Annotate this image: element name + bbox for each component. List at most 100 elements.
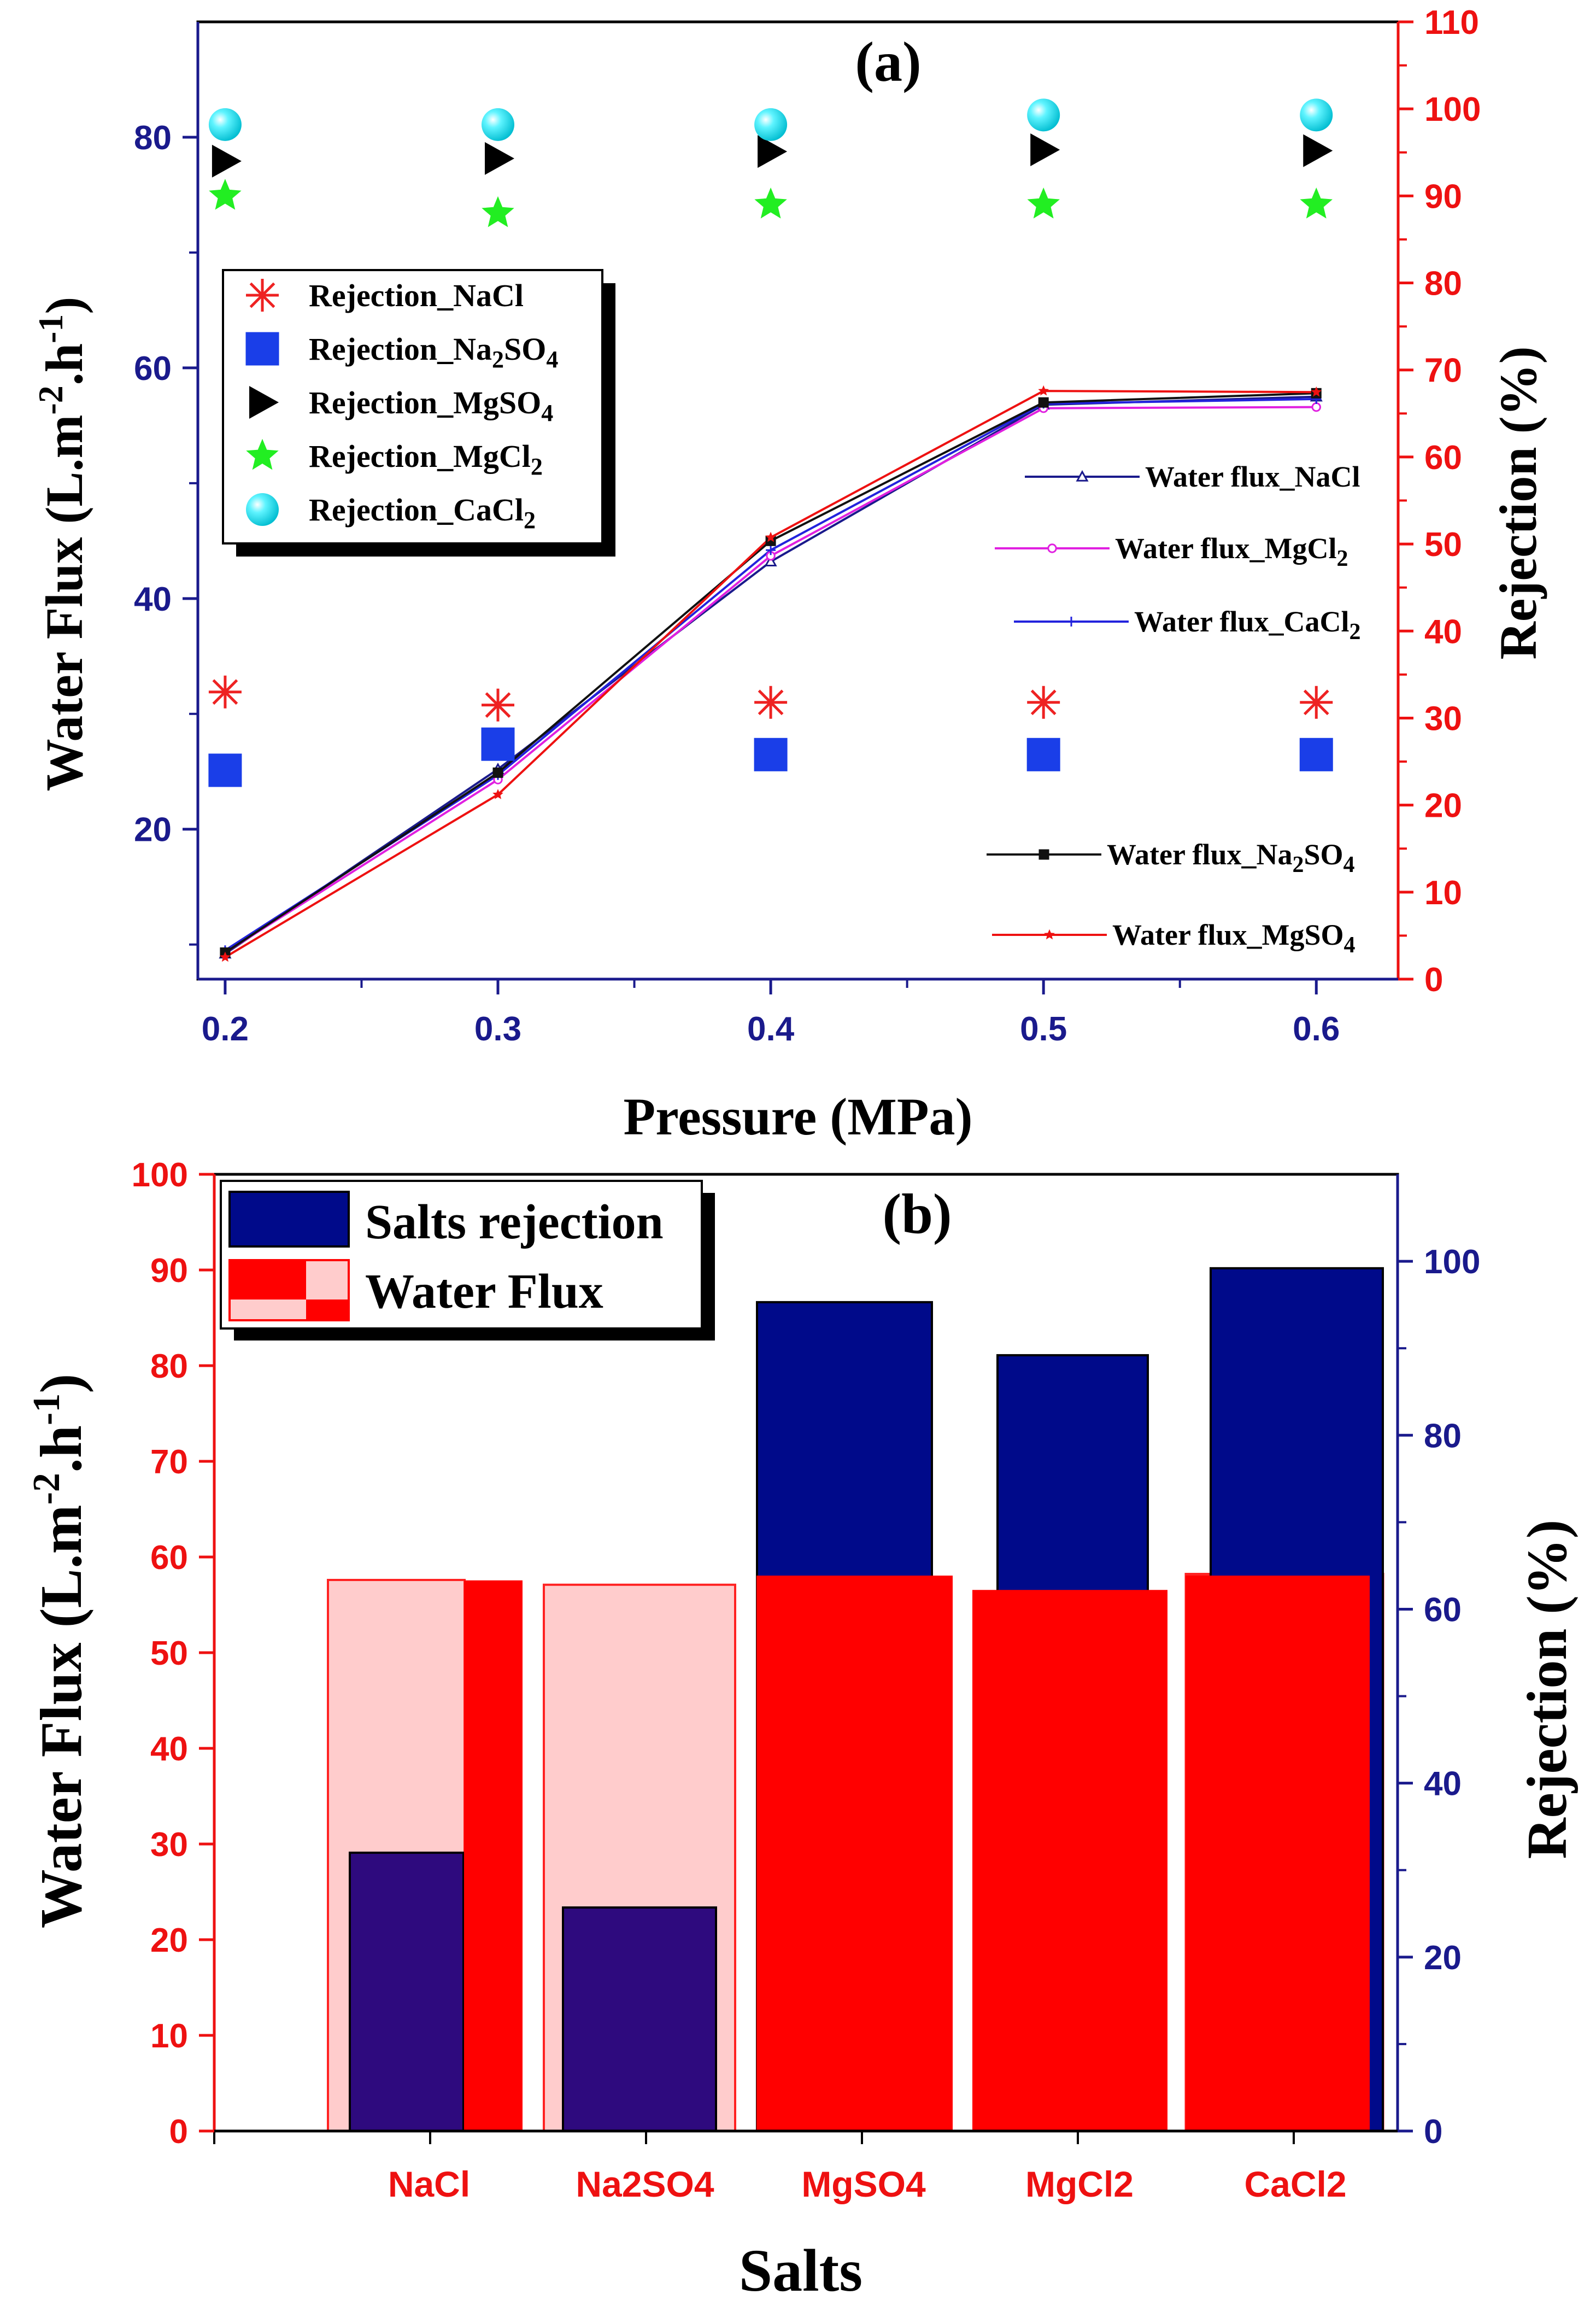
rejection-point xyxy=(758,135,788,168)
flux-point xyxy=(1311,402,1321,412)
y2-tick-label-a: 90 xyxy=(1424,178,1462,215)
legend-label: Water flux_NaCl xyxy=(1145,460,1360,493)
y-axis-title-b: Water Flux (L.m-2.h-1) xyxy=(26,1374,94,1929)
legend-label: Water flux_MgSO4 xyxy=(1112,918,1355,958)
flux-point xyxy=(764,555,777,567)
rejection-point xyxy=(208,108,242,141)
panel-a: 0.2 0.3 0.4 0.5 0.6 20 40 60 80 0 10 20 30 40 50 60 70… xyxy=(31,4,1547,1146)
legend-marker xyxy=(249,386,279,419)
x-ticks-b: NaCl Na2SO4 MgSO4 MgCl2 CaCl2 xyxy=(213,2131,1347,2204)
rejection-markers xyxy=(208,98,1333,787)
rejection-legend: Rejection_NaCl Rejection_Na2SO4 Rejection_… xyxy=(222,269,615,557)
legend-label-rejection: Salts rejection xyxy=(365,1195,664,1249)
y2-tick-label-b: 60 xyxy=(1424,1591,1462,1629)
x-ticks-a: 0.2 0.3 0.4 0.5 0.6 xyxy=(202,979,1340,1048)
legend-label-sub: 2 xyxy=(492,346,504,373)
x-tick-label-b: MgSO4 xyxy=(801,2164,926,2204)
legend-label-part: Water flux_Na xyxy=(1107,838,1292,871)
legend-marker xyxy=(1047,543,1057,553)
legend-label-part: Rejection_MgCl xyxy=(309,438,531,474)
legend-label-part: Water flux_NaCl xyxy=(1145,460,1360,493)
x-tick-label-a: 0.4 xyxy=(747,1010,795,1048)
y-tick-label-b: 10 xyxy=(150,2017,188,2055)
legend-label-part: SO xyxy=(1304,838,1343,871)
legend-label: Rejection_NaCl xyxy=(309,278,524,313)
y-axis-title-a: Water Flux (L.m-2.h-1) xyxy=(31,297,93,792)
y2-tick-label-b: 80 xyxy=(1424,1417,1462,1455)
rejection-point xyxy=(482,108,514,141)
y-tick-label-b: 30 xyxy=(150,1826,188,1864)
y2-tick-label-a: 70 xyxy=(1424,352,1462,390)
legend-label: Rejection_CaCl2 xyxy=(309,492,536,534)
flux-point xyxy=(1038,385,1049,396)
y2-tick-label-b: 100 xyxy=(1424,1243,1480,1281)
legend-marker xyxy=(246,279,279,312)
x-tick-label-b: Na2SO4 xyxy=(576,2164,714,2204)
y-tick-label-b: 40 xyxy=(150,1730,188,1768)
y2-tick-label-a: 100 xyxy=(1424,91,1481,128)
y-ticks-b: 0 10 20 30 40 50 60 70 80 90 100 xyxy=(132,1156,214,2151)
legend-label-sub: 2 xyxy=(1292,852,1304,877)
bar-legend: Salts rejection Water Flux xyxy=(220,1180,715,1341)
flux-point xyxy=(220,951,231,962)
flux-bar xyxy=(1186,1576,1370,2132)
flux-bars xyxy=(464,1576,1370,2132)
legend-marker xyxy=(246,493,279,526)
legend-label-sub: 2 xyxy=(1336,546,1348,571)
rejection-point xyxy=(1027,686,1060,719)
rejection-point xyxy=(208,753,242,787)
rejection-point xyxy=(754,686,788,719)
rejection-point xyxy=(754,108,788,141)
y-tick-label-b: 60 xyxy=(150,1539,188,1577)
x-axis-title-a: Pressure (MPa) xyxy=(624,1087,973,1146)
y-tick-label-a: 60 xyxy=(134,350,172,388)
y-tick-label-a: 40 xyxy=(134,581,172,618)
rejection-bar xyxy=(349,1851,465,2133)
y-ticks-a: 20 40 60 80 xyxy=(134,119,198,946)
legend-swatch-flux xyxy=(228,1259,350,1321)
x-tick-label-b: MgCl2 xyxy=(1025,2164,1134,2204)
x-tick-label-b: CaCl2 xyxy=(1244,2164,1346,2204)
y-tick-label-b: 80 xyxy=(150,1348,188,1385)
rejection-legend-box xyxy=(222,269,603,545)
rejection-point xyxy=(1026,737,1060,771)
legend-label: Rejection_MgSO4 xyxy=(309,385,553,426)
y2-tick-label-a: 30 xyxy=(1424,700,1462,737)
flux-point xyxy=(766,545,776,555)
panel-b: NaCl Na2SO4 MgSO4 MgCl2 CaCl2 0 10 20 30 40 50 60 7… xyxy=(26,1156,1579,2304)
y2-tick-label-b: 40 xyxy=(1424,1765,1462,1803)
legend-marker xyxy=(1038,849,1049,860)
x-tick-label-a: 0.3 xyxy=(474,1010,521,1048)
flux-point xyxy=(765,531,776,542)
rejection-point xyxy=(754,737,788,771)
rejection-point xyxy=(1299,737,1333,771)
rejection-point xyxy=(1303,134,1333,167)
rejection-point xyxy=(1027,187,1060,219)
x-axis-title-b: Salts xyxy=(739,2237,862,2304)
y2-tick-label-a: 50 xyxy=(1424,526,1462,564)
panel-label-b: (b) xyxy=(882,1183,952,1245)
legend-label-sub: 2 xyxy=(1349,619,1360,645)
rejection-bar xyxy=(562,1906,717,2133)
x-tick-label-b: NaCl xyxy=(388,2164,470,2204)
legend-swatch-rejection xyxy=(228,1191,350,1248)
legend-label-sub: 4 xyxy=(541,400,553,426)
rejection-point xyxy=(482,688,514,722)
legend-label-part: Rejection_MgSO xyxy=(309,385,541,420)
y-tick-label-b: 90 xyxy=(150,1252,188,1290)
rejection-point xyxy=(1300,187,1333,219)
rejection-point xyxy=(1030,133,1060,166)
rejection-point xyxy=(1300,686,1333,719)
legend-marker xyxy=(245,332,279,366)
legend-label: Rejection_Na2SO4 xyxy=(309,331,558,373)
y2-axis-title-b: Rejection (%) xyxy=(1516,1520,1579,1859)
flux-bar xyxy=(756,1576,953,2132)
y2-tick-label-a: 110 xyxy=(1424,4,1479,42)
legend-marker xyxy=(1076,470,1089,482)
legend-label: Rejection_MgCl2 xyxy=(309,438,543,480)
y2-tick-label-a: 80 xyxy=(1424,265,1462,303)
y2-ticks-b: 0 20 40 60 80 100 xyxy=(1398,1243,1480,2151)
y2-tick-label-a: 10 xyxy=(1424,874,1462,912)
